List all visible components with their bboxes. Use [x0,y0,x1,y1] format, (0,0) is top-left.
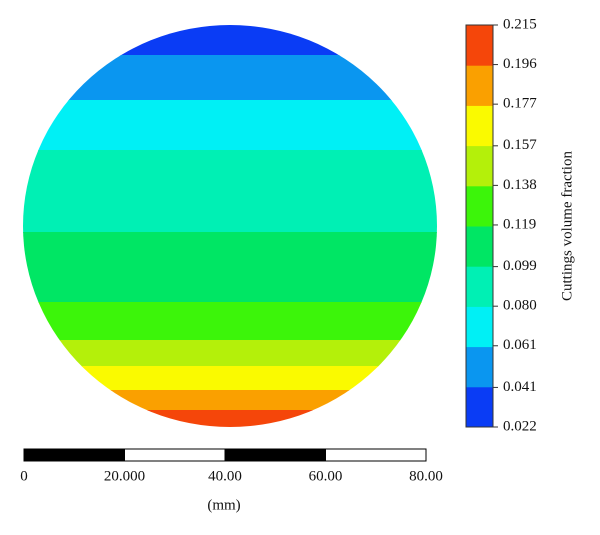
contour-band [23,25,437,56]
colorbar-segment [466,346,493,388]
colorbar-tick-label: 0.119 [503,216,536,232]
colorbar-title: Cuttings volume fraction [559,151,575,301]
scale-unit: (mm) [207,497,240,513]
colorbar-tick-label: 0.157 [503,137,537,153]
colorbar-tick-label: 0.022 [503,418,537,434]
colorbar-tick-label: 0.138 [503,177,537,193]
colorbar-segment [466,105,493,147]
contour-band [23,302,437,341]
colorbar-tick-label: 0.177 [503,96,537,112]
contour-band [23,340,437,367]
scale-segment [224,448,326,462]
colorbar-segment [466,266,493,307]
colorbar-tick-label: 0.061 [503,337,537,353]
contour-band [23,232,437,303]
scale-tick-label: 40.00 [208,468,242,484]
scale-segment [325,448,427,462]
scale-tick-label: 20.000 [104,468,145,484]
contour-band [23,100,437,151]
scale-tick-label: 80.00 [409,468,443,484]
colorbar-tick-label: 0.215 [503,16,537,32]
scale-tick-label: 60.00 [309,468,343,484]
colorbar-segment [466,386,493,428]
colorbar-tick-label: 0.041 [503,379,537,395]
colorbar-segment [466,306,493,348]
colorbar-segment [466,145,493,187]
colorbar-tick-label: 0.099 [503,258,537,274]
colorbar-segment [466,226,493,267]
colorbar-frame [465,24,494,428]
contour-band [23,410,437,427]
scale-segment [124,448,226,462]
colorbar-segment [466,185,493,227]
colorbar-segment [466,65,493,106]
contour-band [23,366,437,391]
contour-disc [23,25,437,427]
contour-band [23,55,437,101]
scale-segment [23,448,125,462]
scale-tick-label: 0 [20,468,28,484]
colorbar-tick-label: 0.196 [503,56,537,72]
contour-band [23,390,437,411]
contour-band [23,150,437,233]
colorbar-segment [466,25,493,66]
colorbar-tick-label: 0.080 [503,298,537,314]
